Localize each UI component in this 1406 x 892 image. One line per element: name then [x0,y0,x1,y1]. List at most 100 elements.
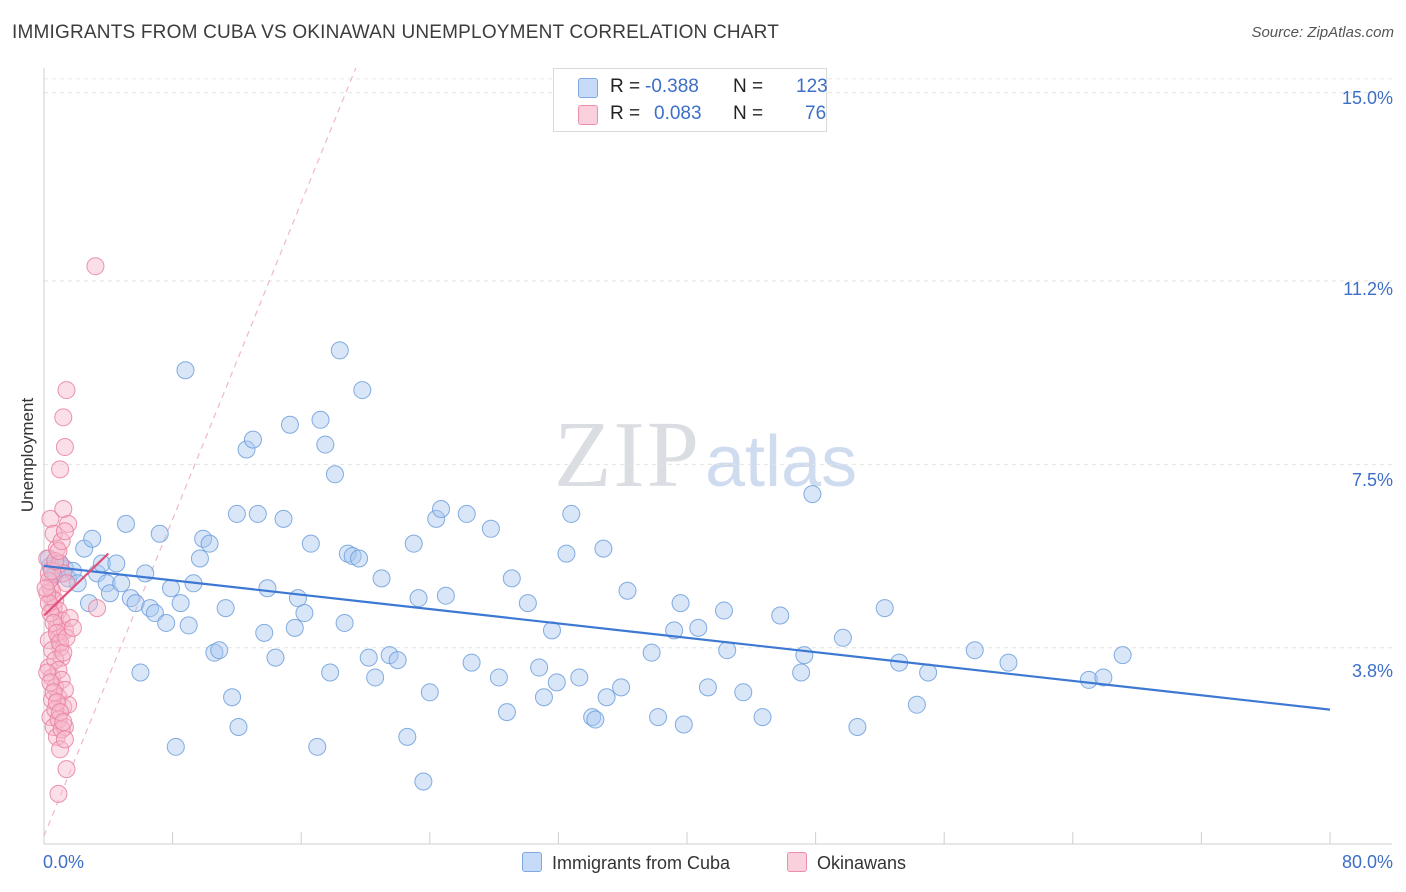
point-cuba-23 [141,599,160,618]
point-cuba-52 [295,604,314,623]
point-okinawans-52 [88,599,107,618]
watermark-zip: ZIP [554,403,701,507]
point-cuba-100 [665,621,684,640]
point-cuba-89 [557,544,576,563]
point-okinawans-51 [86,257,105,276]
stats-swatch-okinawans [578,105,598,125]
legend-item-okinawans: Okinawans [787,852,906,874]
point-okinawans-59 [54,643,73,662]
point-cuba-35 [200,534,219,553]
point-cuba-56 [316,435,335,454]
point-cuba-46 [258,579,277,598]
point-cuba-95 [597,688,616,707]
point-cuba-15 [100,584,119,603]
point-okinawans-57 [47,623,66,642]
point-cuba-82 [497,703,516,722]
point-cuba-29 [171,594,190,613]
point-cuba-90 [562,504,581,523]
watermark: ZIPatlas [554,400,857,509]
stats-r-value: 0.083 [654,103,702,124]
point-okinawans-65 [55,522,74,541]
x-tick-label-max: 80.0% [1341,852,1393,872]
point-okinawans-72 [57,628,76,647]
point-cuba-64 [353,381,372,400]
point-cuba-17 [112,574,131,593]
point-cuba-21 [131,663,150,682]
point-cuba-123 [1113,646,1132,665]
point-cuba-67 [372,569,391,588]
y-tick-label-15: 15.0% [1341,88,1393,108]
point-okinawans-63 [49,542,68,561]
point-cuba-39 [223,688,242,707]
point-cuba-33 [190,549,209,568]
point-cuba-102 [674,715,693,734]
point-okinawans-20 [49,784,68,803]
stats-n-label: N = [733,103,764,124]
point-cuba-96 [612,678,631,697]
point-okinawans-28 [57,574,76,593]
point-cuba-73 [414,772,433,791]
stats-r-value: -0.388 [645,76,699,97]
legend-item-cuba: Immigrants from Cuba [522,852,730,874]
point-cuba-28 [166,737,185,756]
stats-r-label: R = [610,103,641,124]
point-cuba-47 [266,648,285,667]
point-cuba-27 [161,579,180,598]
y-tick-label-3-8: 3.8% [1351,661,1393,681]
point-cuba-59 [330,341,349,360]
point-cuba-11 [83,529,102,548]
point-cuba-92 [583,708,602,727]
point-cuba-88 [547,673,566,692]
legend-label-okinawans: Okinawans [817,853,907,873]
point-cuba-66 [366,668,385,687]
stats-n-value: 123 [796,76,828,97]
legend-label-cuba: Immigrants from Cuba [552,853,731,873]
point-cuba-98 [642,643,661,662]
point-cuba-115 [875,599,894,618]
point-cuba-22 [136,564,155,583]
point-cuba-16 [107,554,126,573]
point-cuba-105 [714,601,733,620]
point-cuba-81 [489,668,508,687]
point-cuba-78 [457,504,476,523]
point-okinawans-73 [60,608,79,627]
point-cuba-31 [179,616,198,635]
point-cuba-104 [698,678,717,697]
point-cuba-37 [210,641,229,660]
point-cuba-45 [255,623,274,642]
point-cuba-14 [97,574,116,593]
point-okinawans-19 [57,760,76,779]
point-okinawans-23 [41,509,60,528]
point-cuba-60 [335,613,354,632]
point-cuba-122 [1094,668,1113,687]
legend-swatch-cuba [522,852,542,872]
point-cuba-77 [436,586,455,605]
point-cuba-80 [481,519,500,538]
point-okinawans-44 [55,730,74,749]
point-okinawans-48 [54,408,73,427]
point-cuba-44 [248,504,267,523]
point-cuba-24 [145,604,164,623]
point-cuba-91 [570,668,589,687]
point-cuba-75 [427,509,446,528]
point-cuba-55 [311,410,330,429]
point-cuba-43 [243,430,262,449]
point-cuba-117 [907,695,926,714]
point-cuba-106 [718,641,737,660]
point-cuba-63 [350,549,369,568]
point-cuba-120 [999,653,1018,672]
y-tick-label-11-2: 11.2% [1343,279,1393,299]
y-tick-label-7-5: 7.5% [1351,470,1393,490]
trendline-okinawans [43,552,110,617]
point-cuba-41 [229,717,248,736]
point-cuba-30 [176,361,195,380]
point-cuba-58 [325,465,344,484]
point-okinawans-46 [54,499,73,518]
point-cuba-84 [518,594,537,613]
source-label: Source: ZipAtlas.com [1251,24,1394,41]
point-cuba-76 [432,499,451,518]
point-cuba-113 [833,628,852,647]
point-cuba-99 [649,708,668,727]
point-okinawans-55 [41,604,60,623]
point-cuba-72 [409,589,428,608]
